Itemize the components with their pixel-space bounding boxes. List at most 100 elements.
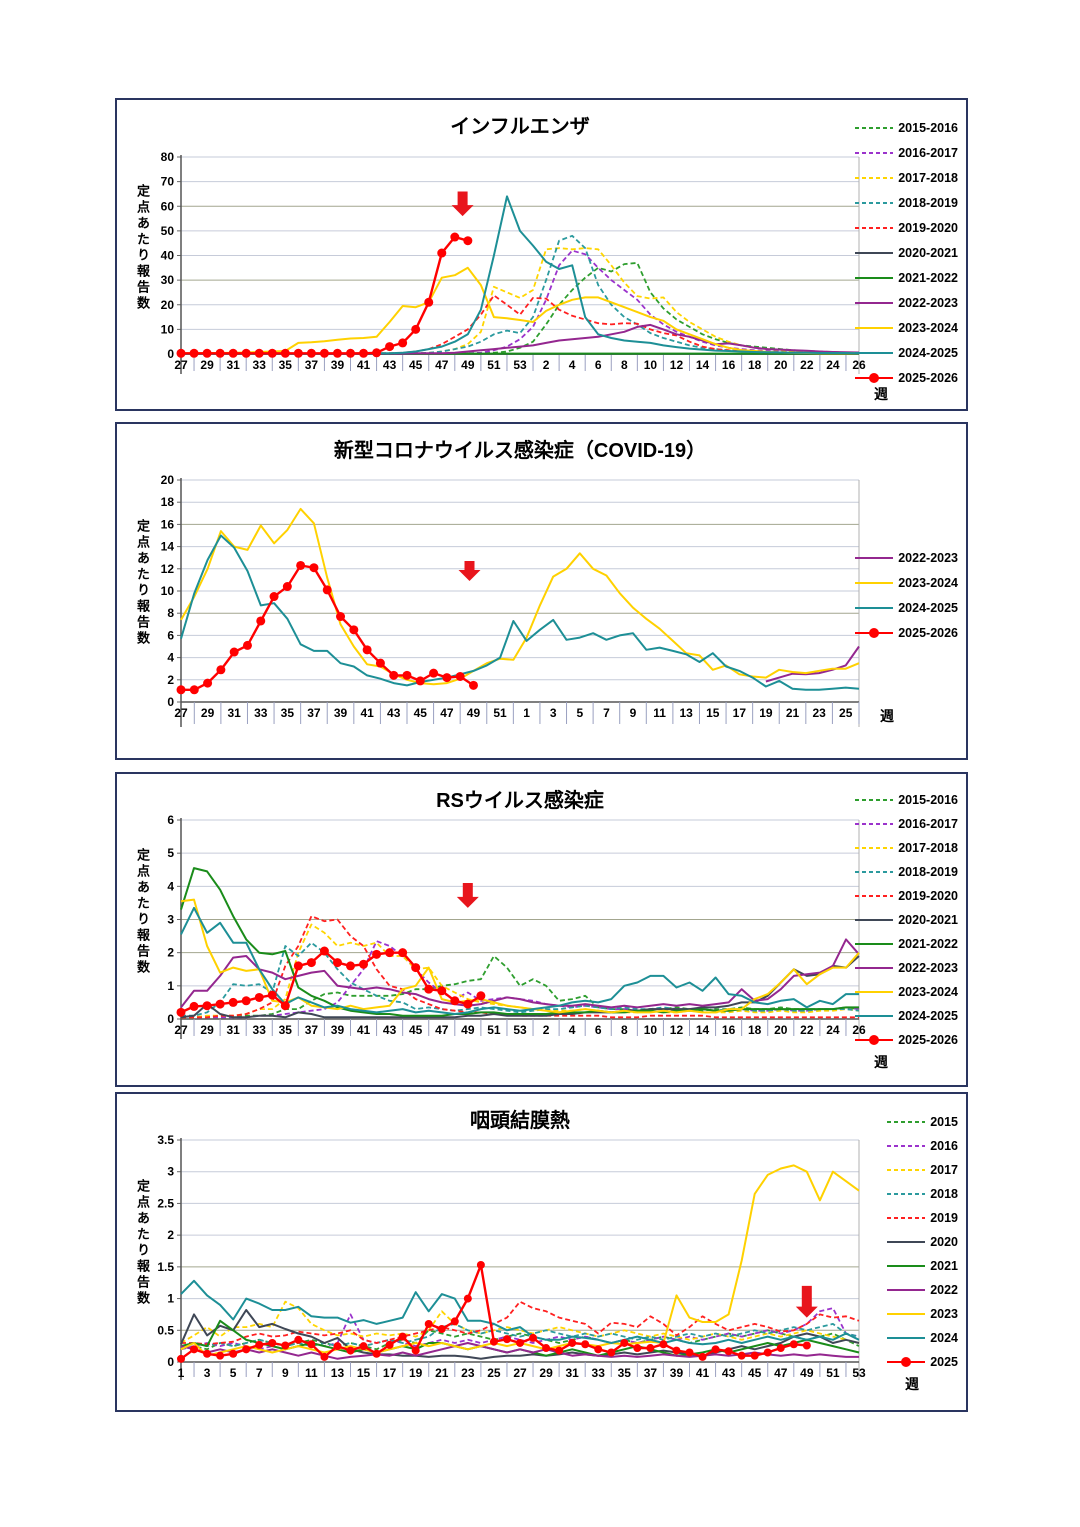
legend-item-2017-2018: 2017-2018	[855, 171, 958, 185]
alert-down-arrow-icon	[795, 1285, 818, 1318]
svg-text:49: 49	[800, 1366, 814, 1380]
svg-text:2: 2	[543, 1023, 550, 1037]
svg-text:47: 47	[774, 1366, 788, 1380]
legend-item-2025: 2025	[887, 1355, 958, 1369]
svg-text:53: 53	[513, 358, 527, 372]
svg-text:10: 10	[644, 1023, 658, 1037]
legend-item-2019: 2019	[887, 1211, 958, 1225]
legend-swatch	[855, 847, 894, 849]
legend-swatch	[887, 1169, 926, 1171]
svg-text:45: 45	[748, 1366, 762, 1380]
y-axis-label: 定点あたり報告数	[135, 519, 150, 647]
legend-swatch	[855, 1035, 894, 1045]
x-axis-label: 週	[880, 708, 894, 724]
svg-text:9: 9	[282, 1366, 289, 1380]
svg-text:33: 33	[253, 358, 267, 372]
svg-text:37: 37	[305, 358, 319, 372]
svg-text:25: 25	[487, 1366, 501, 1380]
svg-text:15: 15	[706, 706, 720, 720]
legend-pcf: 2015 2016 2017 2018 2019 2020 2021 2022 2023 2024…	[887, 1115, 958, 1369]
legend-swatch	[855, 227, 894, 229]
pcf-chart-panel: 咽頭結膜熱 定点あたり報告数 0 0.5 1 1.5 2 2.5 3 3.5 1 3 5 7 9 11 13…	[115, 1092, 968, 1412]
svg-text:1: 1	[178, 1366, 185, 1380]
svg-text:27: 27	[174, 358, 188, 372]
svg-text:25: 25	[839, 706, 853, 720]
influenza-chart-panel: インフルエンザ 定点あたり報告数 0 10 20 30 40 50 60 70 80 27 29 31…	[115, 98, 968, 411]
legend-influenza: 2015-2016 2016-2017 2017-2018 2018-2019 2019…	[855, 121, 958, 385]
svg-text:4: 4	[569, 358, 576, 372]
svg-text:45: 45	[409, 1023, 423, 1037]
svg-text:1: 1	[167, 1292, 174, 1306]
legend-item-2022-2023: 2022-2023	[855, 296, 958, 310]
svg-text:10: 10	[644, 358, 658, 372]
svg-text:12: 12	[161, 562, 175, 576]
svg-text:27: 27	[174, 706, 188, 720]
svg-text:0: 0	[167, 695, 174, 709]
svg-text:26: 26	[852, 358, 866, 372]
legend-item-2019-2020: 2019-2020	[855, 221, 958, 235]
svg-text:2: 2	[167, 946, 174, 960]
legend-item-2021-2022: 2021-2022	[855, 271, 958, 285]
svg-text:29: 29	[200, 1023, 214, 1037]
svg-text:29: 29	[201, 706, 215, 720]
svg-text:15: 15	[357, 1366, 371, 1380]
svg-text:40: 40	[161, 249, 175, 263]
legend-swatch	[855, 202, 894, 204]
svg-text:8: 8	[621, 1023, 628, 1037]
svg-text:1.5: 1.5	[157, 1260, 174, 1274]
svg-text:53: 53	[852, 1366, 866, 1380]
legend-swatch	[855, 823, 894, 825]
x-axis-label: 週	[874, 386, 888, 402]
legend-swatch	[887, 1241, 926, 1243]
svg-text:41: 41	[696, 1366, 710, 1380]
legend-swatch	[855, 373, 894, 383]
svg-text:7: 7	[256, 1366, 263, 1380]
svg-text:31: 31	[226, 358, 240, 372]
legend-item-2022-2023: 2022-2023	[855, 551, 958, 565]
svg-text:16: 16	[722, 358, 736, 372]
legend-item-2024-2025: 2024-2025	[855, 1009, 958, 1023]
svg-text:30: 30	[161, 273, 175, 287]
svg-text:10: 10	[161, 322, 175, 336]
legend-swatch	[887, 1193, 926, 1195]
legend-item-2018-2019: 2018-2019	[855, 196, 958, 210]
svg-text:1: 1	[523, 706, 530, 720]
alert-down-arrow-icon	[451, 191, 474, 217]
svg-text:35: 35	[281, 706, 295, 720]
svg-text:16: 16	[161, 517, 175, 531]
y-axis-label: 定点あたり報告数	[135, 1179, 150, 1307]
legend-item-2016: 2016	[887, 1139, 958, 1153]
legend-item-2022-2023: 2022-2023	[855, 961, 958, 975]
svg-text:9: 9	[630, 706, 637, 720]
legend-item-2018: 2018	[887, 1187, 958, 1201]
svg-text:35: 35	[279, 1023, 293, 1037]
legend-item-2016-2017: 2016-2017	[855, 817, 958, 831]
svg-text:0: 0	[167, 1355, 174, 1369]
legend-item-2022: 2022	[887, 1283, 958, 1297]
svg-text:6: 6	[167, 813, 174, 827]
legend-swatch	[855, 943, 894, 945]
svg-text:49: 49	[467, 706, 481, 720]
svg-text:13: 13	[679, 706, 693, 720]
svg-text:43: 43	[383, 1023, 397, 1037]
legend-item-2021: 2021	[887, 1259, 958, 1273]
legend-item-2020: 2020	[887, 1235, 958, 1249]
svg-text:1: 1	[167, 979, 174, 993]
legend-swatch	[887, 1265, 926, 1267]
legend-item-2018-2019: 2018-2019	[855, 865, 958, 879]
legend-swatch	[855, 871, 894, 873]
svg-text:53: 53	[513, 1023, 527, 1037]
svg-text:70: 70	[161, 175, 175, 189]
covid19-chart-panel: 新型コロナウイルス感染症（COVID-19） 定点あたり報告数 0 2 4 6 8 10 1…	[115, 422, 968, 760]
svg-text:31: 31	[226, 1023, 240, 1037]
svg-text:39: 39	[334, 706, 348, 720]
svg-text:6: 6	[167, 628, 174, 642]
legend-item-2019-2020: 2019-2020	[855, 889, 958, 903]
svg-text:6: 6	[595, 1023, 602, 1037]
legend-item-2023-2024: 2023-2024	[855, 576, 958, 590]
legend-item-2020-2021: 2020-2021	[855, 913, 958, 927]
legend-swatch	[887, 1289, 926, 1291]
svg-text:33: 33	[254, 706, 268, 720]
legend-swatch	[887, 1145, 926, 1147]
